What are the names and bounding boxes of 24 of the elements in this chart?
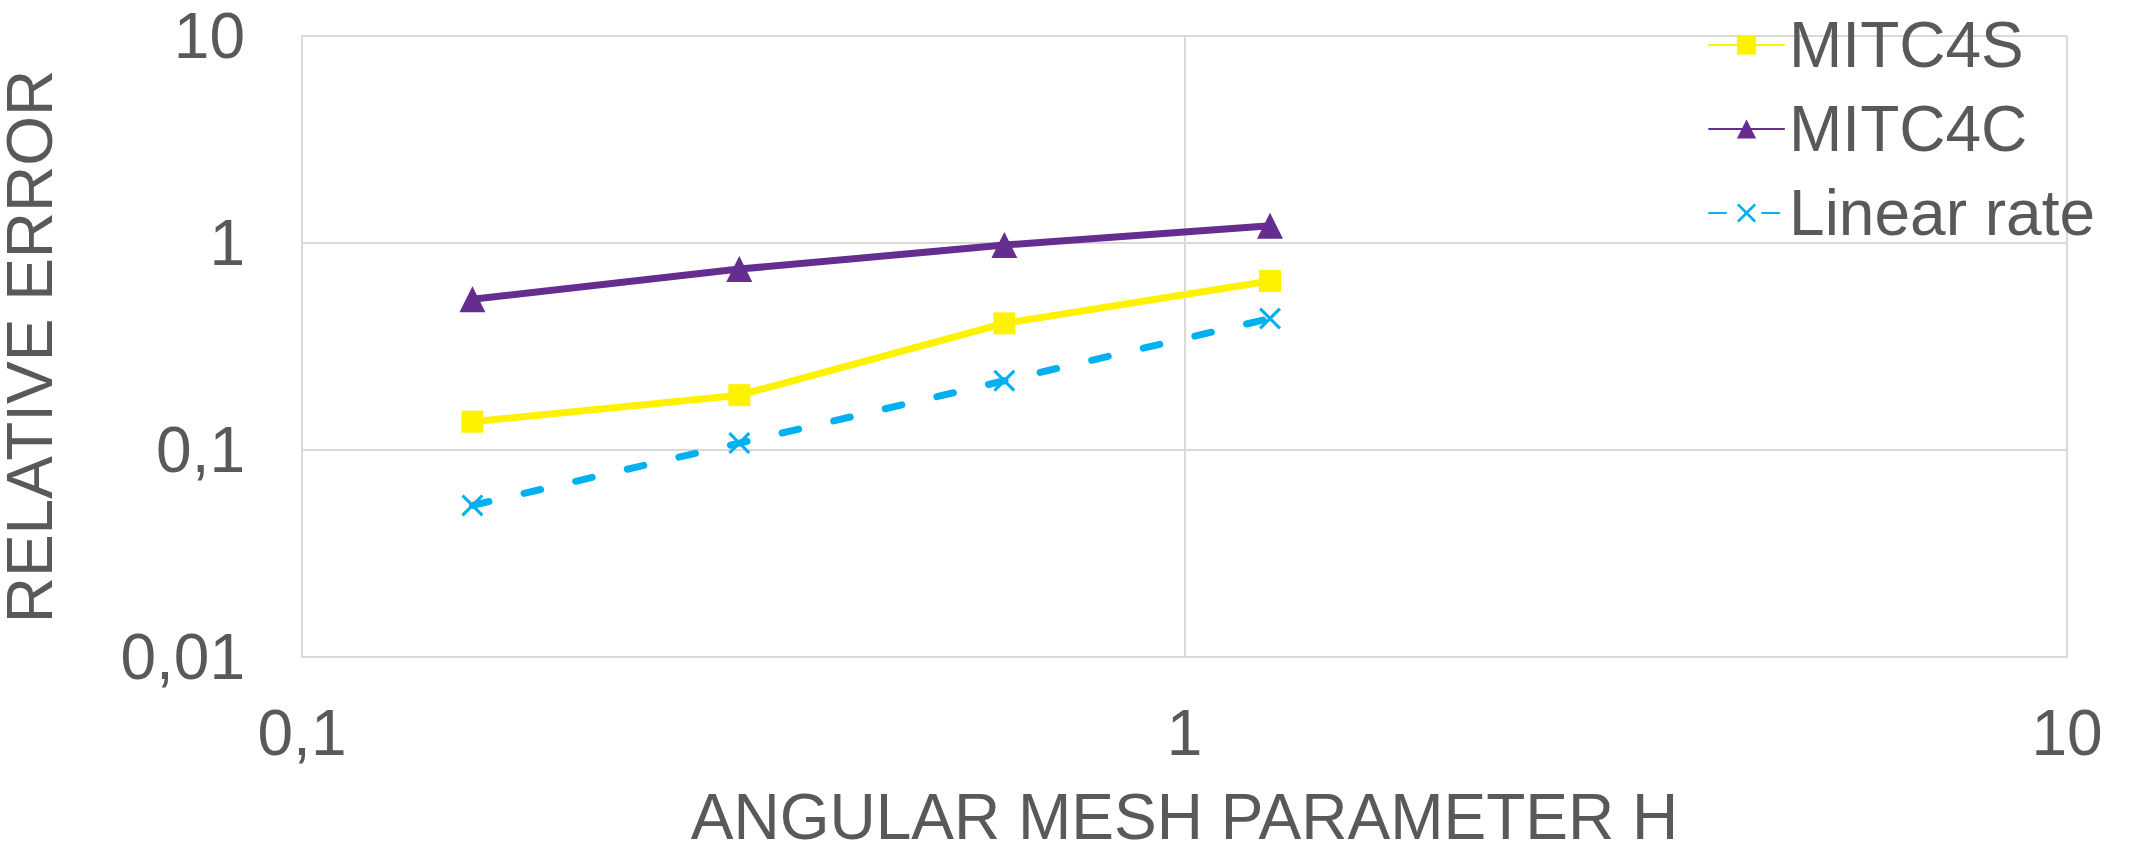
y-tick-label: 1: [209, 207, 245, 279]
x-tick-label: 0,1: [257, 697, 347, 769]
y-tick-label: 10: [173, 0, 245, 72]
legend-label: MITC4C: [1789, 93, 2028, 165]
point: [1257, 212, 1284, 239]
point: [459, 286, 486, 313]
point: [993, 369, 1016, 392]
point: [993, 312, 1016, 335]
point: [461, 494, 484, 517]
legend-label: MITC4S: [1789, 9, 2024, 81]
x-axis-title: ANGULAR MESH PARAMETER H: [690, 781, 1679, 843]
point: [461, 410, 484, 433]
legend-label: Linear rate: [1789, 177, 2095, 249]
y-tick-label: 0,01: [120, 621, 245, 693]
point: [991, 232, 1018, 259]
x-tick-label: 10: [2031, 697, 2103, 769]
point: [728, 432, 751, 455]
point: [1259, 270, 1282, 293]
x-tick-label: 1: [1166, 697, 1203, 769]
point: [728, 384, 751, 407]
y-axis-title: RELATIVE ERROR: [0, 69, 66, 624]
y-tick-label: 0,1: [156, 414, 245, 486]
point: [1259, 307, 1282, 330]
point: [726, 256, 753, 283]
